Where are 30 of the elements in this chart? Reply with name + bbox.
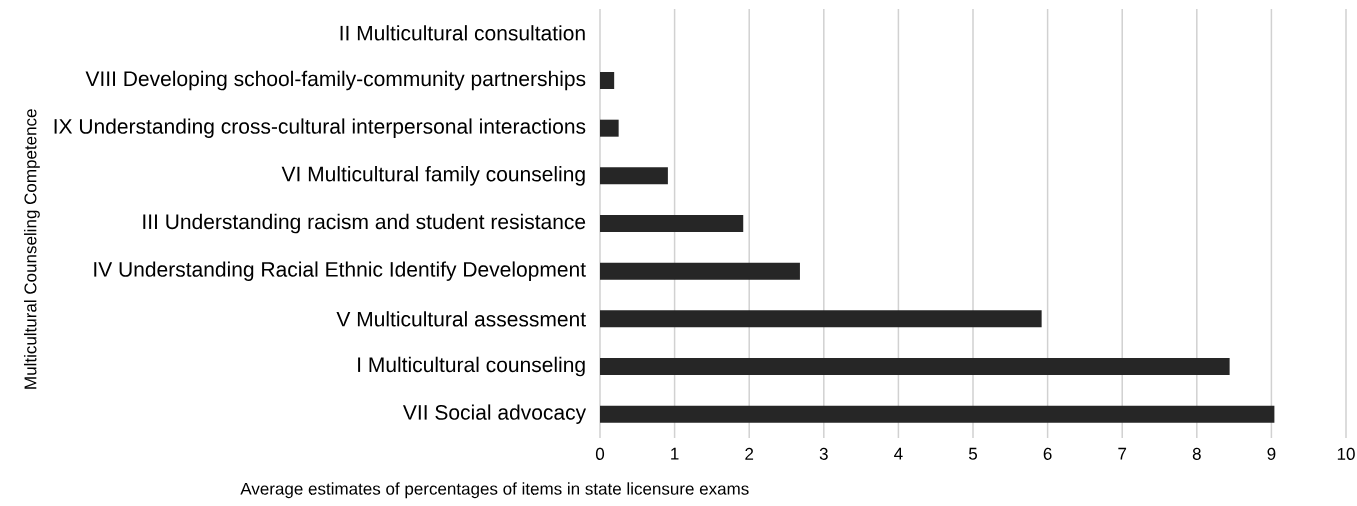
y-tick-label: I Multicultural counseling	[358, 356, 585, 377]
x-tick-label: 2	[745, 447, 754, 460]
bar	[600, 358, 1230, 376]
y-tick-label: VIII Developing school-family-community partnerships	[85, 70, 586, 91]
y-tick-label: IX Understanding cross-cultural interpersonal interactions	[54, 118, 586, 138]
x-tick-label: 8	[1192, 447, 1201, 460]
y-tick-label: IV Understanding Racial Ethnic Identify Development	[94, 261, 586, 281]
bar	[600, 72, 615, 90]
x-tick-label: 5	[968, 447, 978, 460]
x-tick-label: 1	[671, 447, 679, 460]
y-tick-label: V Multicultural assessment	[336, 311, 586, 327]
y-tick-label: II Multicultural consultation	[340, 25, 585, 41]
y-tick-label: VI Multicultural family counseling	[281, 166, 585, 186]
y-tick-label: III Understanding racism and student resistance	[143, 213, 586, 234]
x-tick-label: 4	[894, 447, 903, 460]
y-axis-title: Multicultural Counseling Competence	[23, 109, 40, 389]
x-tick-label: 9	[1267, 447, 1276, 460]
x-tick-label: 7	[1118, 447, 1127, 460]
bar	[600, 405, 1275, 423]
x-axis-title: Average estimates of percentages of items in state licensure exams	[240, 482, 749, 499]
x-tick-label: 3	[819, 447, 828, 460]
x-tick-label: 0	[595, 447, 605, 460]
bar	[600, 310, 1042, 328]
bar	[600, 215, 744, 233]
bar	[600, 119, 619, 137]
bar	[600, 167, 668, 185]
x-tick-label: 6	[1043, 447, 1052, 460]
bar	[600, 262, 800, 280]
x-tick-label: 10	[1337, 447, 1355, 460]
y-tick-label: VII Social advocacy	[402, 404, 587, 424]
